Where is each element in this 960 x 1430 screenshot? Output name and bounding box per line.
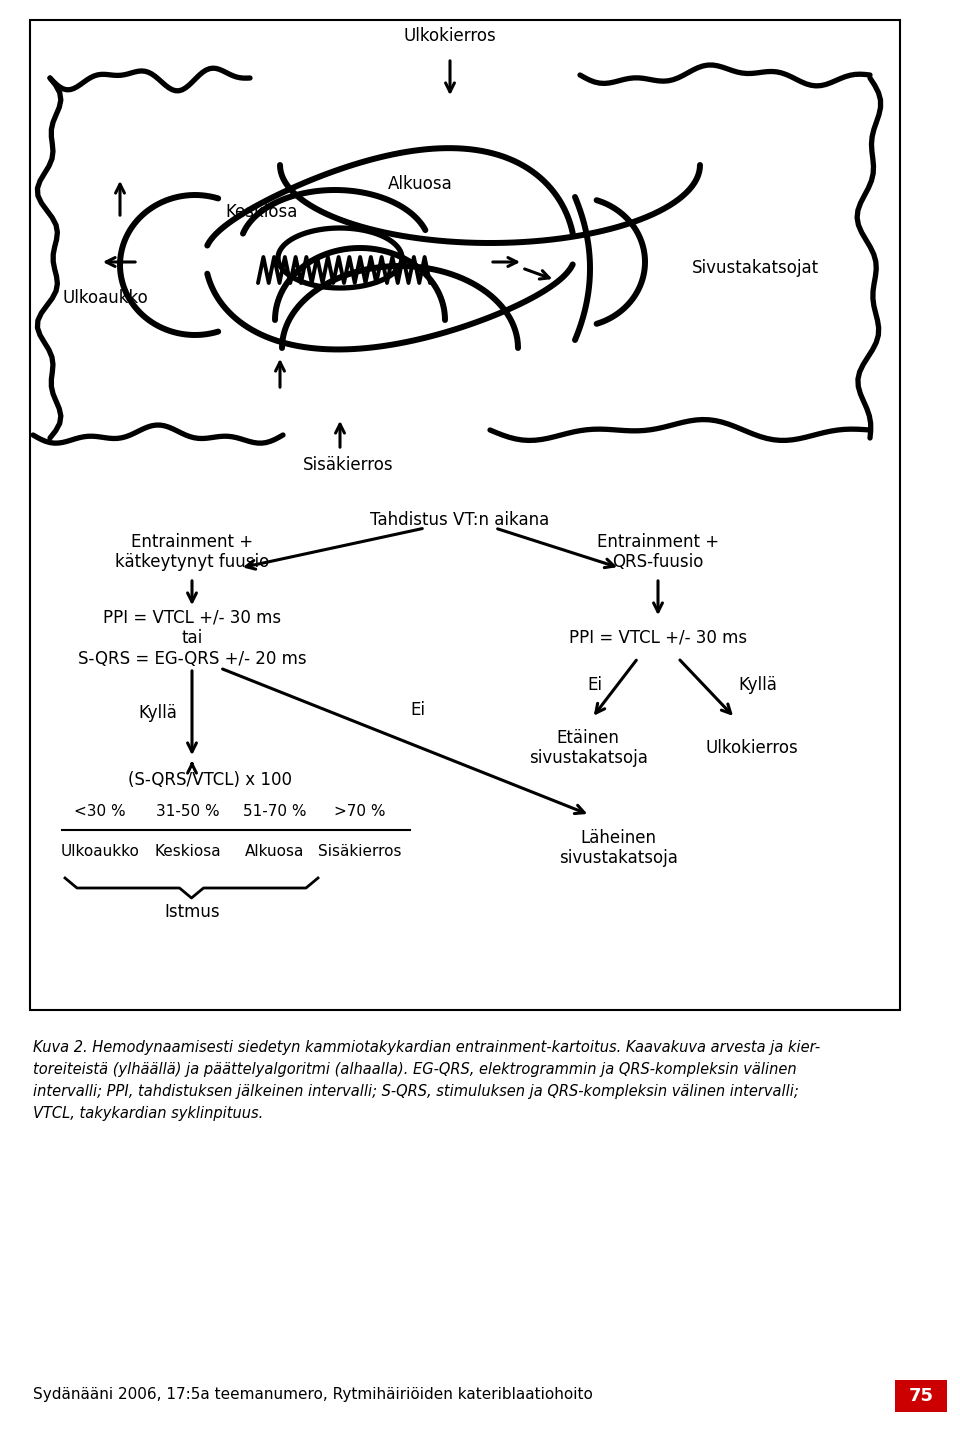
Text: intervalli; PPI, tahdistuksen jälkeinen intervalli; S-QRS, stimuluksen ja QRS-ko: intervalli; PPI, tahdistuksen jälkeinen …: [33, 1084, 799, 1100]
Text: Ulkoaukko: Ulkoaukko: [62, 289, 148, 307]
Text: 31-50 %: 31-50 %: [156, 805, 220, 819]
Text: Istmus: Istmus: [164, 902, 220, 921]
Text: Kyllä: Kyllä: [138, 704, 178, 722]
Text: Sivustakatsojat: Sivustakatsojat: [692, 259, 819, 277]
Text: Ulkoaukko: Ulkoaukko: [60, 845, 139, 859]
Text: (S-QRS/VTCL) x 100: (S-QRS/VTCL) x 100: [128, 771, 292, 789]
Text: Sisäkierros: Sisäkierros: [319, 845, 401, 859]
Text: Tahdistus VT:n aikana: Tahdistus VT:n aikana: [371, 511, 550, 529]
Text: Ei: Ei: [587, 676, 602, 694]
Text: Sydänääni 2006, 17:5a teemanumero, Rytmihäiriöiden kateriblaatiohoito: Sydänääni 2006, 17:5a teemanumero, Rytmi…: [33, 1387, 593, 1403]
Text: 51-70 %: 51-70 %: [243, 805, 307, 819]
Text: Alkuosa: Alkuosa: [246, 845, 304, 859]
Text: Entrainment +
QRS-fuusio: Entrainment + QRS-fuusio: [597, 532, 719, 572]
Text: Keskiosa: Keskiosa: [155, 845, 222, 859]
Text: PPI = VTCL +/- 30 ms: PPI = VTCL +/- 30 ms: [569, 629, 747, 646]
Text: Sisäkierros: Sisäkierros: [302, 456, 394, 473]
Text: Kyllä: Kyllä: [738, 676, 777, 694]
Text: Entrainment +
kätkeytynyt fuusio: Entrainment + kätkeytynyt fuusio: [115, 532, 269, 572]
Bar: [30, 20, 900, 1010]
Text: 75: 75: [908, 1387, 933, 1406]
Text: toreiteistä (ylhäällä) ja päättelyalgoritmi (alhaalla). EG-QRS, elektrogrammin j: toreiteistä (ylhäällä) ja päättelyalgori…: [33, 1062, 797, 1077]
Text: VTCL, takykardian syklinpituus.: VTCL, takykardian syklinpituus.: [33, 1105, 263, 1121]
Text: PPI = VTCL +/- 30 ms
tai
S-QRS = EG-QRS +/- 20 ms: PPI = VTCL +/- 30 ms tai S-QRS = EG-QRS …: [78, 608, 306, 668]
Text: Keskiosa: Keskiosa: [226, 203, 299, 222]
Text: Etäinen
sivustakatsoja: Etäinen sivustakatsoja: [529, 729, 647, 768]
Text: <30 %: <30 %: [74, 805, 126, 819]
Text: Läheinen
sivustakatsoja: Läheinen sivustakatsoja: [559, 828, 678, 868]
Bar: [895, 1380, 947, 1411]
Text: Ulkokierros: Ulkokierros: [706, 739, 799, 756]
Text: >70 %: >70 %: [334, 805, 386, 819]
Text: Ei: Ei: [411, 701, 425, 719]
Text: Ulkokierros: Ulkokierros: [403, 27, 496, 44]
Text: Kuva 2. Hemodynaamisesti siedetyn kammiotakykardian entrainment-kartoitus. Kaava: Kuva 2. Hemodynaamisesti siedetyn kammio…: [33, 1040, 820, 1055]
Text: Alkuosa: Alkuosa: [388, 174, 452, 193]
